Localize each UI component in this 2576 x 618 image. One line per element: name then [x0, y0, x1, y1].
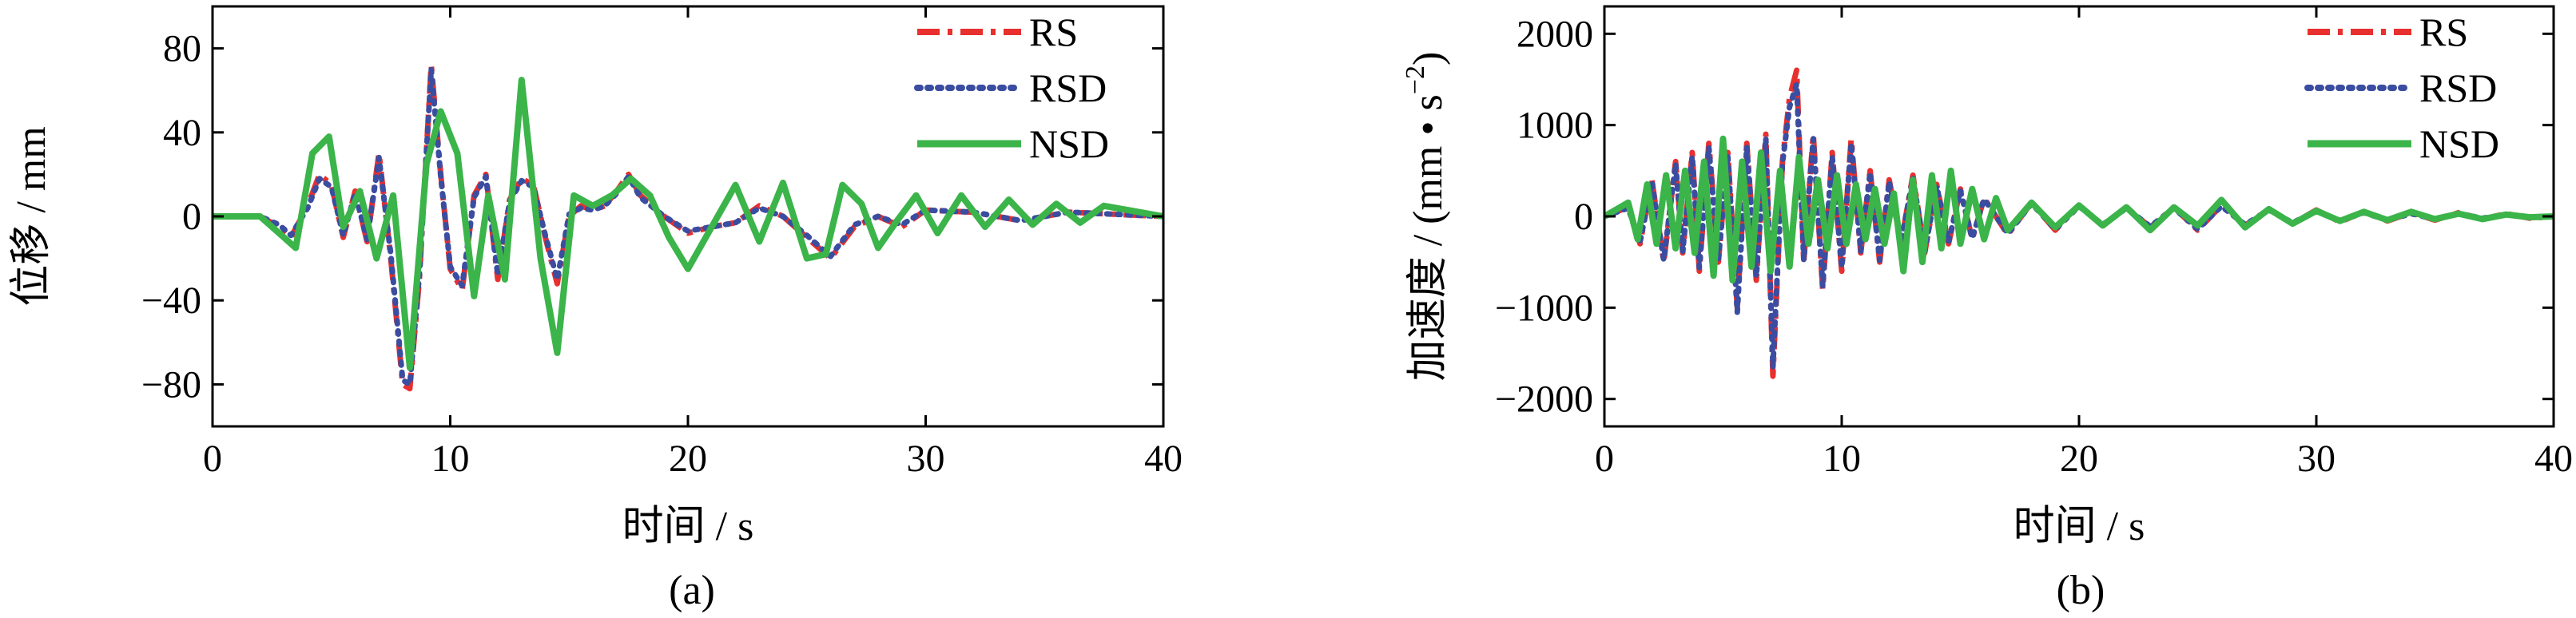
y-axis-label-a: 位移 / mm — [9, 126, 54, 306]
x-tick-label-b: 30 — [2297, 438, 2335, 480]
plot-area-a — [213, 62, 1163, 392]
y-axis-label-b: 加速度 / (mm • s−2) — [1401, 52, 1451, 382]
y-tick-label-b: −2000 — [1495, 378, 1593, 421]
x-tick-label-a: 0 — [203, 438, 222, 480]
x-axis-label-a: 时间 / s — [622, 504, 754, 549]
x-tick-label-b: 0 — [1595, 438, 1614, 480]
panel-caption-b: (b) — [2057, 568, 2105, 613]
x-tick-label-a: 20 — [669, 438, 707, 480]
y-tick-label-a: −80 — [141, 363, 201, 406]
y-tick-label-b: 1000 — [1517, 105, 1593, 147]
x-tick-label-b: 20 — [2060, 438, 2098, 480]
y-tick-label-b: −1000 — [1495, 287, 1593, 329]
plot-area-b — [1604, 67, 2554, 379]
legend-a: RS RSD NSD — [914, 10, 1109, 166]
legend-label-rs-b: RS — [2419, 10, 2468, 54]
series-nsd-line-a — [213, 77, 1163, 371]
y-tick-label-a: 40 — [163, 112, 201, 154]
y-tick-label-b: 2000 — [1517, 13, 1593, 55]
series-rsd-line-a — [213, 66, 1163, 387]
legend-label-rs-a: RS — [1029, 10, 1078, 54]
series-nsd-line-b — [1604, 135, 2554, 283]
y-tick-label-a: −40 — [141, 279, 201, 322]
legend-label-rsd-b: RSD — [2419, 65, 2497, 110]
x-axis-label-b: 时间 / s — [2013, 504, 2145, 549]
y-tick-label-a: 80 — [163, 28, 201, 70]
x-tick-label-a: 30 — [907, 438, 945, 480]
series-rs-line-a — [213, 62, 1163, 392]
y-axis-label-b-main: 加速度 / (mm • s — [1405, 94, 1451, 381]
panel-a: 0 10 20 30 40 −80 −40 0 40 80 RS RSD NSD 时间 / s 位移 … — [9, 5, 1183, 613]
panel-caption-a: (a) — [669, 568, 715, 613]
y-tick-label-b: 0 — [1574, 196, 1593, 238]
panel-b: 0 10 20 30 40 −2000 −1000 0 1000 2000 RS RSD NSD 时间… — [1401, 5, 2573, 613]
x-tick-label-b: 10 — [1823, 438, 1861, 480]
legend-label-rsd-a: RSD — [1029, 65, 1107, 110]
y-tick-label-a: 0 — [182, 196, 201, 238]
legend-label-nsd-a: NSD — [1029, 121, 1109, 166]
ticks-a: 0 10 20 30 40 −80 −40 0 40 80 — [141, 6, 1183, 480]
x-tick-label-b: 40 — [2534, 438, 2573, 480]
x-tick-label-a: 10 — [431, 438, 470, 480]
legend-b: RS RSD NSD — [2304, 10, 2499, 166]
legend-label-nsd-b: NSD — [2419, 121, 2499, 166]
x-tick-label-a: 40 — [1144, 438, 1183, 480]
ticks-b: 0 10 20 30 40 −2000 −1000 0 1000 2000 — [1495, 6, 2573, 480]
y-axis-label-b-close: ) — [1405, 52, 1451, 65]
y-axis-label-b-sup: −2 — [1401, 65, 1430, 94]
